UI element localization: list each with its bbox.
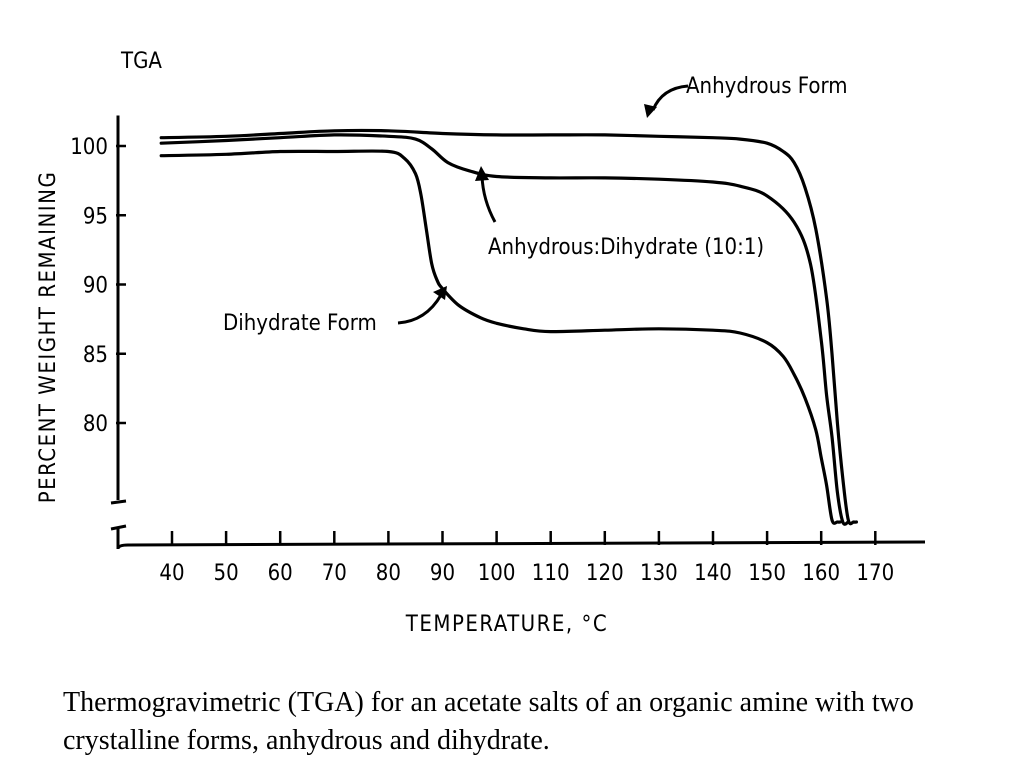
x-axis-title: TEMPERATURE, °C [405, 612, 608, 637]
arrowhead [433, 286, 447, 300]
chart-title: TGA [120, 49, 162, 74]
y-tick-label: 80 [83, 412, 108, 437]
x-tick-label: 130 [640, 561, 678, 586]
y-tick-label: 95 [83, 204, 108, 229]
y-tick-label: 85 [83, 343, 108, 368]
series-line-dihydrate [159, 149, 842, 525]
x-tick-label: 80 [376, 561, 401, 586]
x-tick-label: 160 [802, 561, 840, 586]
y-tick-label: 90 [83, 274, 108, 299]
arrowhead [475, 166, 489, 181]
axis-break-mark [110, 499, 127, 531]
annotation-arrow [397, 294, 443, 325]
annotation-arrow [480, 175, 497, 223]
x-tick-label: 90 [430, 561, 455, 586]
y-axis-title: PERCENT WEIGHT REMAINING [36, 171, 61, 504]
axes [110, 115, 926, 550]
series-lines [159, 128, 858, 526]
y-tick-label: 100 [70, 135, 108, 160]
figure-caption: Thermogravimetric (TGA) for an acetate s… [63, 687, 914, 756]
x-tick-label: 110 [532, 561, 570, 586]
series-line-mixture [159, 133, 850, 526]
annotation-label: Anhydrous:Dihydrate (10:1) [488, 235, 764, 260]
ticks: 80 85 90 95 100 40 50 60 70 80 90 100 110 120 130 140 15… [70, 135, 894, 586]
x-tick-label: 40 [159, 561, 184, 586]
annotation-label: Anhydrous Form [686, 74, 848, 99]
x-tick-label: 50 [214, 561, 239, 586]
x-tick-label: 170 [856, 561, 894, 586]
annotations: Anhydrous Form Anhydrous:Dihydrate (10:1)… [223, 74, 848, 336]
x-tick-label: 140 [694, 561, 732, 586]
x-tick-label: 100 [478, 561, 516, 586]
x-tick-label: 120 [586, 561, 624, 586]
x-tick-label: 60 [268, 561, 293, 586]
annotation-arrow [651, 84, 689, 111]
x-axis-line [116, 540, 926, 550]
x-tick-label: 150 [748, 561, 786, 586]
arrowhead [644, 104, 657, 118]
x-tick-label: 70 [322, 561, 347, 586]
series-line-anhydrous [159, 128, 858, 526]
annotation-label: Dihydrate Form [223, 311, 377, 336]
